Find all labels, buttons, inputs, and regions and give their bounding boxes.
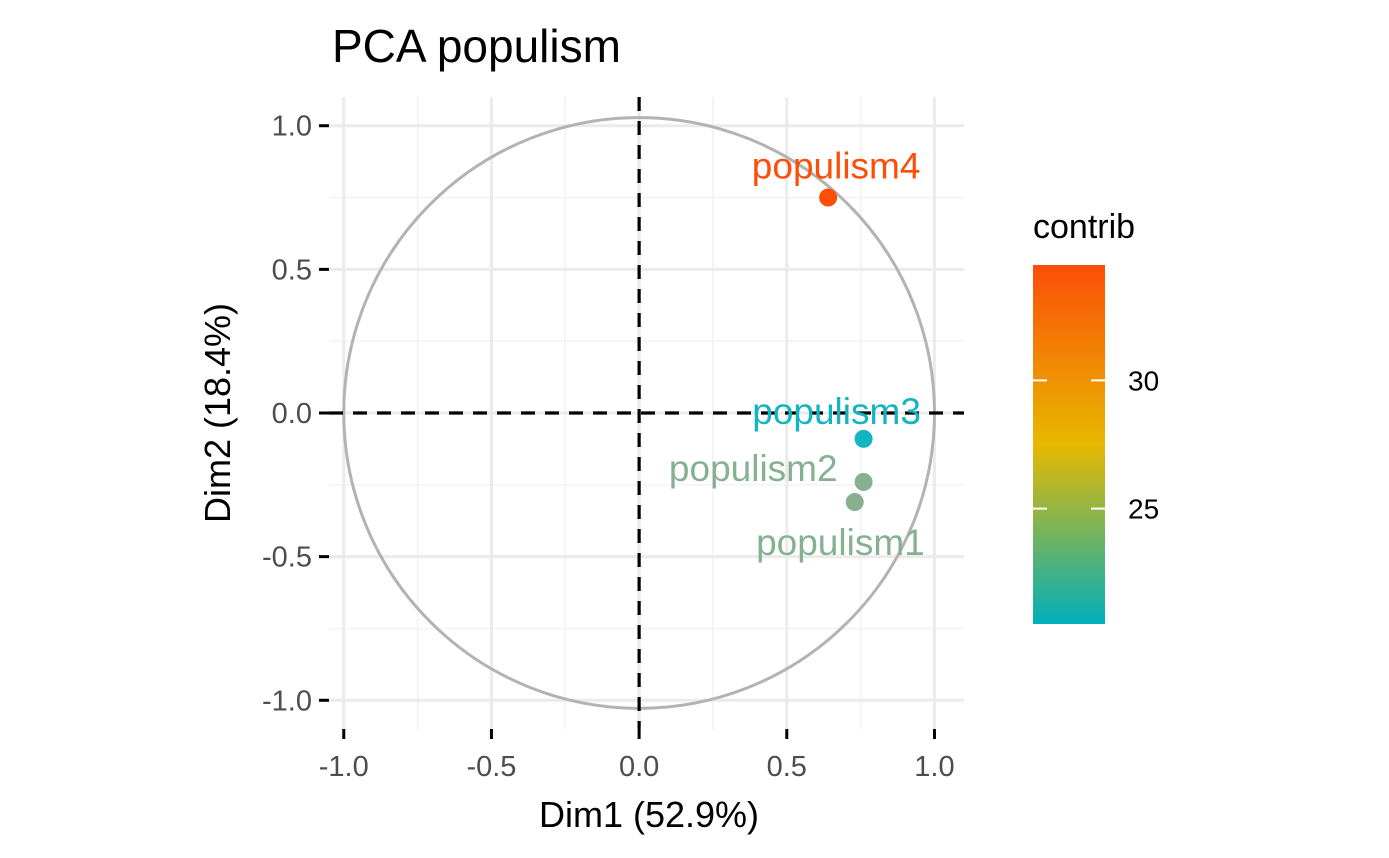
point-label: populism4 [752,146,921,187]
y-tick-label: -1.0 [262,685,312,717]
x-axis: -1.0 -0.5 0.0 0.5 1.0 [319,729,955,783]
legend-title: contrib [1033,208,1135,246]
x-tick-label: -0.5 [466,751,516,783]
point-label: populism2 [669,448,838,489]
point-label: populism3 [752,391,921,432]
y-axis: -1.0 -0.5 0.0 0.5 1.0 [262,111,329,717]
legend-colorbar [1033,265,1105,624]
y-tick-label: -0.5 [262,542,312,574]
y-axis-title: Dim2 (18.4%) [197,303,238,523]
x-tick-label: -1.0 [319,751,369,783]
x-tick-label: 0.0 [619,751,659,783]
point-label: populism1 [756,522,925,563]
data-point [819,188,838,207]
plot-panel: populism1 populism2 populism3 populism4 [329,97,964,729]
data-point [854,429,873,448]
x-axis-title: Dim1 (52.9%) [539,794,759,835]
legend-ticks: 25 30 [1033,365,1159,525]
data-point [854,472,873,491]
y-tick-label: 0.5 [272,254,312,286]
legend-tick-label: 30 [1128,365,1159,396]
chart-title: PCA populism [332,20,621,72]
x-tick-label: 1.0 [914,751,954,783]
y-tick-label: 0.0 [272,398,312,430]
data-points: populism1 populism2 populism3 populism4 [669,146,925,564]
y-tick-label: 1.0 [272,111,312,143]
legend: contrib 25 30 [1033,208,1159,624]
data-point [845,493,864,512]
x-tick-label: 0.5 [767,751,807,783]
legend-tick-label: 25 [1128,494,1159,525]
